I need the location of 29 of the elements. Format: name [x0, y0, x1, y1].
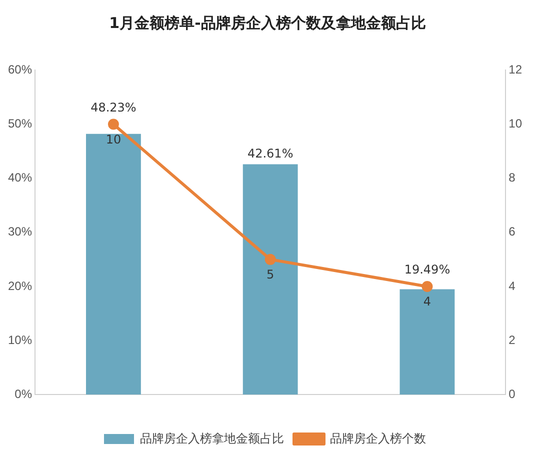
point: [264, 254, 276, 265]
legend-label: 品牌房企入榜个数: [330, 431, 426, 446]
y-tick-label: 10%: [8, 332, 32, 347]
point: [422, 280, 433, 292]
y2-tick-label: 8: [508, 170, 516, 185]
bar: [242, 164, 298, 395]
y2-tick-label: 0: [508, 386, 516, 401]
data-label: 4: [423, 294, 432, 309]
data-label: 48.23%: [90, 100, 136, 114]
bar: [86, 134, 141, 395]
y-tick-label: 20%: [8, 278, 32, 293]
y2-tick-label: 2: [508, 332, 516, 347]
y-tick-label: 60%: [8, 62, 32, 77]
data-label: 42.61%: [247, 146, 294, 160]
y2-tick-label: 4: [508, 278, 516, 293]
point: [108, 118, 119, 130]
chart-title: 1月金额榜单-品牌房企入榜个数及拿地金额占比: [108, 14, 427, 33]
y-tick-label: 0%: [14, 386, 32, 401]
data-label: 5: [266, 268, 274, 282]
data-label: 10: [106, 132, 122, 146]
y-tick-label: 40%: [8, 170, 32, 185]
y-tick-label: 50%: [8, 116, 32, 131]
y2-tick-label: 6: [508, 224, 516, 239]
y2-tick-label: 12: [508, 62, 522, 77]
bar: [400, 289, 455, 395]
data-label: 19.49%: [404, 262, 450, 277]
legend-label: 品牌房企入榜拿地金额占比: [140, 431, 284, 446]
y-tick-label: 30%: [8, 224, 32, 239]
y2-tick-label: 10: [508, 116, 522, 131]
